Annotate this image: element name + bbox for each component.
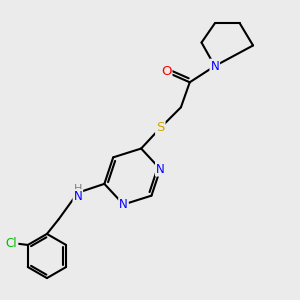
Text: N: N <box>119 198 128 211</box>
Text: N: N <box>156 163 165 176</box>
Text: O: O <box>161 65 171 79</box>
Text: S: S <box>156 122 164 134</box>
Text: N: N <box>210 60 219 73</box>
Text: Cl: Cl <box>6 237 17 250</box>
Text: N: N <box>74 190 82 203</box>
Text: H: H <box>74 184 82 194</box>
